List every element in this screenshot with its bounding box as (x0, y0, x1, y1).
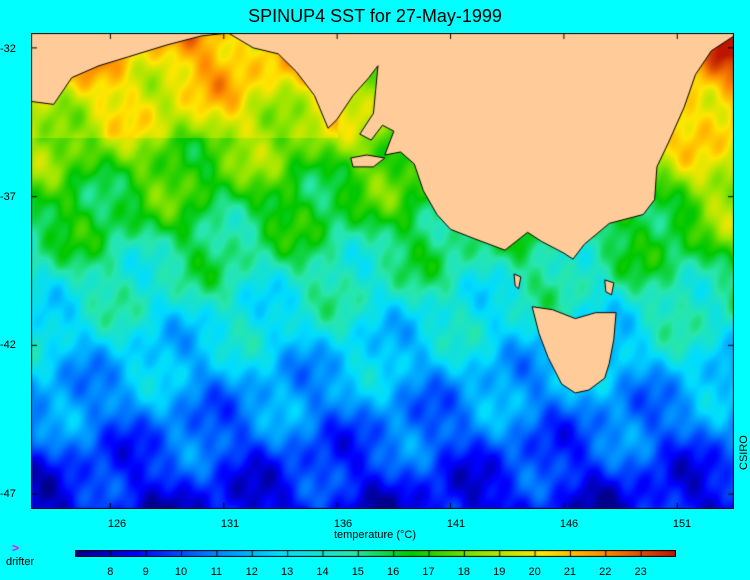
colorbar-tick-label: 15 (351, 566, 364, 578)
colorbar-tick-label: 11 (210, 566, 223, 578)
colorbar-tick-label: 9 (142, 566, 149, 578)
colorbar-tick-label: 10 (174, 566, 188, 578)
lon-tick-label: 141 (446, 518, 466, 530)
credit-label: CSIRO (738, 435, 750, 470)
lat-tick-label: -47 (0, 488, 16, 500)
colorbar-label: temperature (°C) (333, 529, 417, 541)
colorbar-tick-label: 14 (316, 566, 329, 578)
sst-map (31, 33, 734, 509)
colorbar-tick-label: 21 (563, 566, 577, 578)
map-title: SPINUP4 SST for 27-May-1999 (248, 6, 502, 26)
drifter-marker-icon: > (12, 541, 20, 555)
colorbar-tick-label: 22 (599, 566, 612, 578)
sst-field-canvas (31, 33, 734, 509)
lat-tick-label: -37 (0, 191, 16, 203)
colorbar-tick-label: 18 (457, 566, 470, 578)
colorbar-tick-label: 8 (107, 566, 114, 578)
colorbar-tick-label: 17 (422, 566, 435, 578)
colorbar-tick-label: 16 (387, 566, 400, 578)
lon-tick-label: 136 (333, 518, 353, 530)
colorbar-tick-label: 20 (528, 566, 541, 578)
drifter-legend-label: drifter (6, 556, 35, 568)
lat-tick-label: -32 (0, 43, 16, 55)
lon-tick-label: 131 (220, 518, 240, 530)
temperature-colorbar (75, 550, 676, 557)
colorbar-tick-label: 23 (634, 566, 647, 578)
colorbar-tick-label: 13 (280, 566, 294, 578)
lon-tick-label: 146 (559, 518, 579, 530)
colorbar-tick-label: 12 (245, 566, 258, 578)
lon-tick-label: 126 (107, 518, 127, 530)
lon-tick-label: 151 (672, 518, 692, 530)
lat-tick-label: -42 (0, 339, 16, 351)
colorbar-tick-label: 19 (493, 566, 506, 578)
